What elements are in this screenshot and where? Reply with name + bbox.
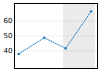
svg-text:50: 50 bbox=[4, 32, 13, 40]
svg-text:40: 40 bbox=[4, 47, 13, 55]
svg-text:60: 60 bbox=[4, 17, 13, 25]
